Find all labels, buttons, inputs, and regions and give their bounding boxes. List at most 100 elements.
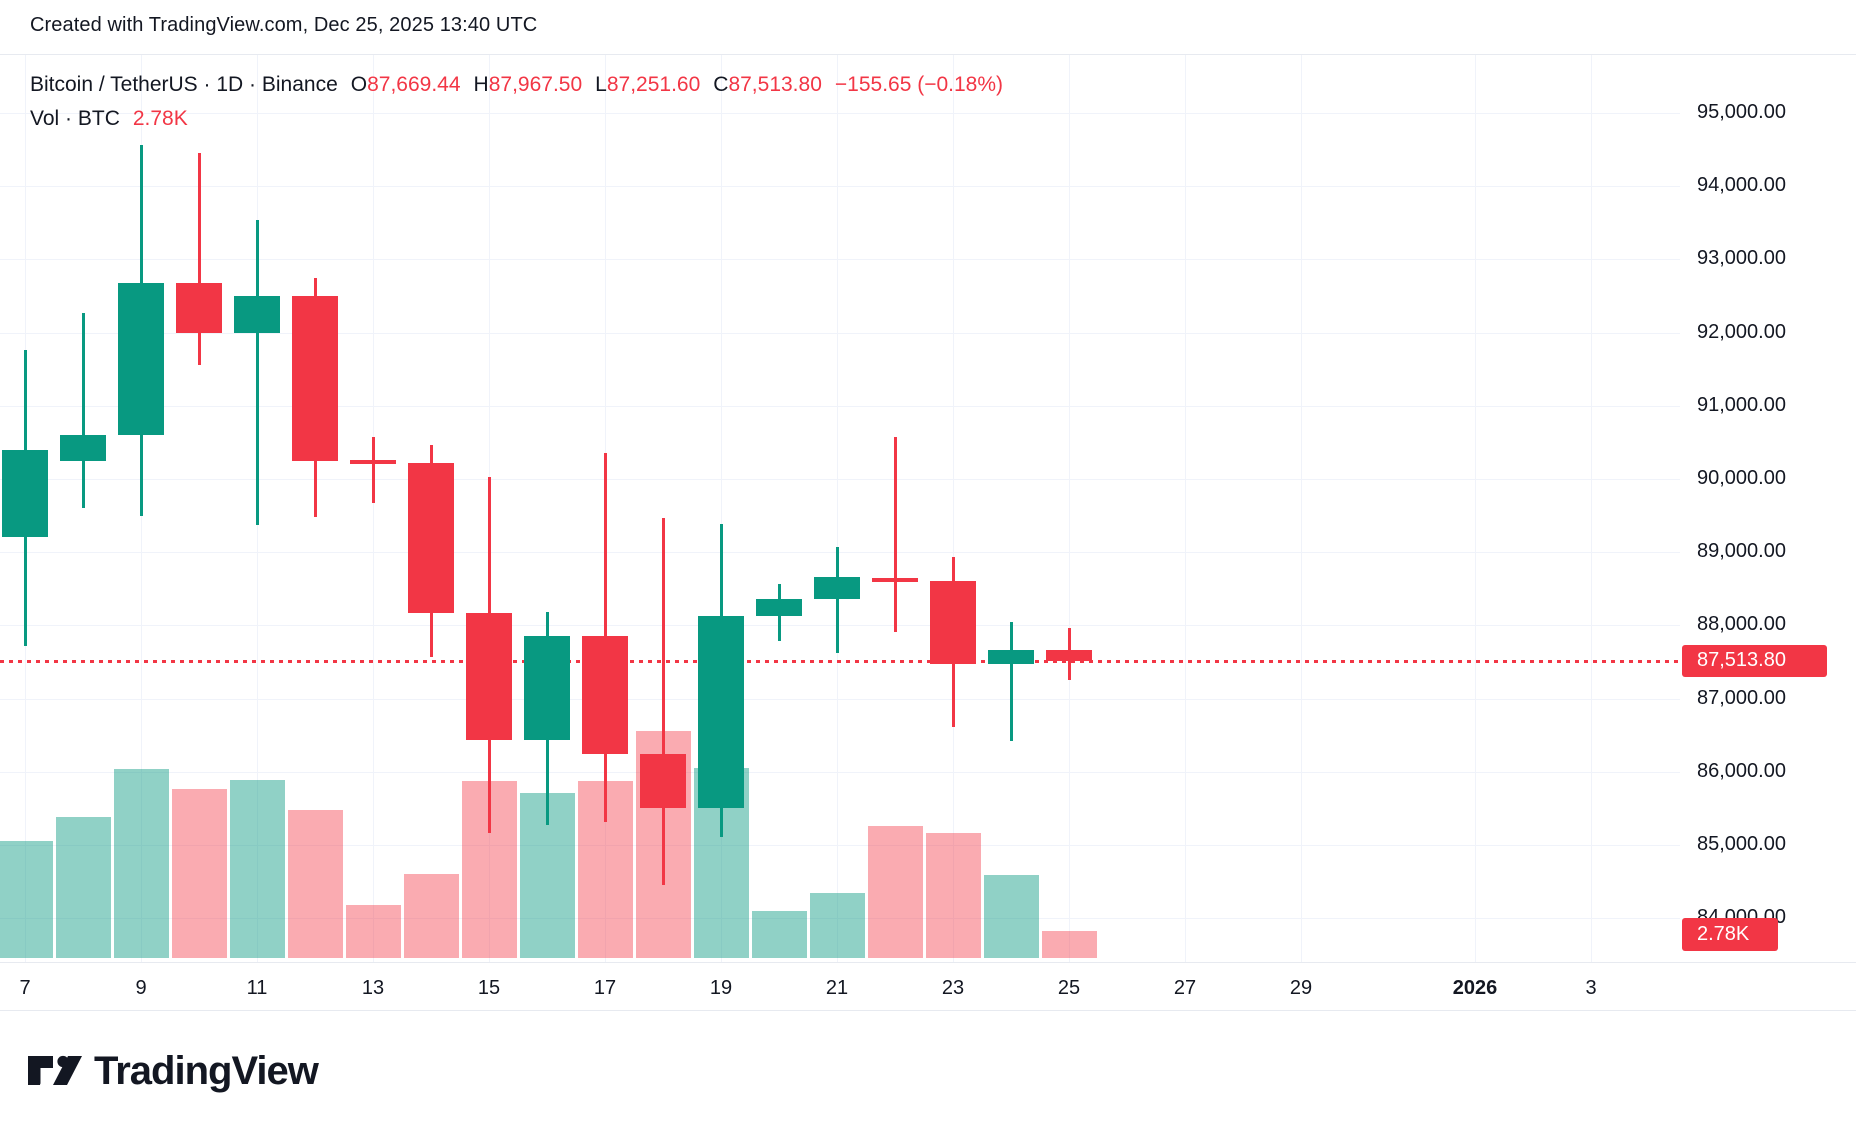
change-value: −155.65 (−0.18%)	[834, 73, 1004, 96]
volume-bar-dec-24[interactable]	[983, 875, 1039, 958]
volume-bar-dec-7[interactable]	[0, 841, 53, 958]
candle-dec-24[interactable]	[988, 650, 1034, 665]
ohlc-item-L: L87,251.60	[595, 73, 701, 96]
chart-bottom-border	[0, 1010, 1856, 1011]
time-axis-label-23: 23	[941, 977, 965, 999]
pane-separator	[0, 962, 1856, 963]
candle-dec-23[interactable]	[930, 580, 976, 665]
time-axis-label-27: 27	[1173, 977, 1197, 999]
candle-dec-21[interactable]	[814, 577, 860, 600]
candle-dec-25[interactable]	[1046, 649, 1092, 661]
ohlc-values: O87,669.44 H87,967.50 L87,251.60 C87,513.80	[351, 73, 822, 97]
candle-dec-9[interactable]	[118, 282, 164, 436]
tradingview-logo-icon	[28, 1055, 82, 1085]
horizontal-gridline	[0, 259, 1680, 261]
volume-study-value: 2.78K	[132, 107, 188, 130]
time-axis-label-13: 13	[361, 977, 385, 999]
chart-plot-area[interactable]	[0, 55, 1680, 962]
horizontal-gridline	[0, 113, 1680, 114]
horizontal-gridline	[0, 552, 1680, 554]
price-axis-label: 92,000.00	[1697, 320, 1786, 343]
candle-dec-14[interactable]	[408, 462, 454, 613]
price-axis-label: 88,000.00	[1697, 613, 1786, 636]
vertical-gridline	[837, 55, 838, 962]
horizontal-gridline	[0, 186, 1680, 188]
volume-bar-dec-23[interactable]	[925, 832, 981, 958]
volume-bar-dec-22[interactable]	[867, 825, 923, 958]
symbol-legend-row: Bitcoin / TetherUS · 1D · Binance O87,66…	[30, 73, 1003, 97]
candle-dec-18[interactable]	[640, 754, 686, 809]
horizontal-gridline	[0, 918, 1680, 920]
time-axis-label-11: 11	[246, 977, 268, 999]
price-axis-label: 89,000.00	[1697, 540, 1786, 563]
candle-dec-22[interactable]	[872, 577, 918, 582]
candle-dec-12[interactable]	[292, 296, 338, 461]
candle-dec-18-wick	[661, 517, 665, 886]
tradingview-logo[interactable]: TradingView	[28, 1049, 319, 1093]
horizontal-gridline	[0, 332, 1680, 334]
horizontal-gridline	[0, 405, 1680, 407]
volume-bar-dec-13[interactable]	[345, 904, 401, 958]
candle-dec-13[interactable]	[350, 459, 396, 464]
price-axis-label: 94,000.00	[1697, 174, 1786, 197]
price-axis-label: 90,000.00	[1697, 467, 1786, 489]
candle-dec-15[interactable]	[466, 612, 512, 741]
candle-dec-21-wick	[835, 547, 839, 654]
volume-bar-dec-20[interactable]	[751, 911, 807, 958]
price-axis-label: 93,000.00	[1697, 247, 1786, 270]
chart-top-border	[0, 54, 1856, 55]
time-axis-label-25: 25	[1057, 977, 1081, 999]
time-axis-label-19: 19	[709, 977, 733, 999]
candle-dec-19[interactable]	[698, 615, 744, 809]
vertical-gridline	[1185, 55, 1186, 962]
time-axis-label-21: 21	[825, 977, 849, 999]
candle-dec-8[interactable]	[60, 435, 106, 461]
candle-dec-7[interactable]	[2, 449, 48, 537]
candle-dec-8-wick	[81, 312, 85, 509]
horizontal-gridline	[0, 479, 1680, 480]
last-price-tag: 87,513.80	[1682, 644, 1827, 677]
volume-study-title: Vol · BTC	[30, 107, 120, 130]
time-axis-label-9: 9	[135, 977, 147, 999]
price-axis-label: 95,000.00	[1697, 101, 1786, 123]
candle-dec-20[interactable]	[756, 599, 802, 616]
candle-dec-17[interactable]	[582, 635, 628, 755]
volume-bar-dec-8[interactable]	[55, 817, 111, 958]
vertical-gridline	[1301, 55, 1302, 962]
volume-bar-dec-12[interactable]	[287, 810, 343, 958]
time-axis-label-2026: 2026	[1452, 977, 1498, 999]
candle-dec-11-wick	[255, 219, 259, 526]
volume-value-tag: 2.78K	[1682, 918, 1778, 951]
volume-bar-dec-10[interactable]	[171, 789, 227, 958]
horizontal-gridline	[0, 771, 1680, 773]
price-axis-label: 85,000.00	[1697, 833, 1786, 855]
time-axis-label-3: 3	[1585, 977, 1597, 999]
candle-dec-13-wick	[371, 437, 375, 504]
last-price-line	[0, 659, 1680, 663]
tradingview-logo-text: TradingView	[94, 1049, 319, 1093]
time-axis-label-17: 17	[593, 977, 617, 999]
vertical-gridline	[1069, 55, 1070, 962]
ohlc-item-H: H87,967.50	[473, 73, 583, 96]
price-axis-label: 86,000.00	[1697, 759, 1786, 782]
candle-dec-10[interactable]	[176, 282, 222, 334]
volume-legend-row: Vol · BTC 2.78K	[30, 107, 188, 131]
candle-dec-11[interactable]	[234, 296, 280, 334]
horizontal-gridline	[0, 698, 1680, 700]
vertical-gridline	[373, 55, 374, 962]
volume-bar-dec-9[interactable]	[113, 768, 169, 958]
candle-dec-24-wick	[1009, 621, 1013, 742]
volume-bar-dec-11[interactable]	[229, 780, 285, 958]
time-axis-label-7: 7	[19, 977, 31, 999]
volume-bar-dec-21[interactable]	[809, 892, 865, 958]
attribution-text: Created with TradingView.com, Dec 25, 20…	[30, 14, 538, 36]
vertical-gridline	[953, 55, 954, 962]
horizontal-gridline	[0, 625, 1680, 627]
volume-bar-dec-14[interactable]	[403, 873, 459, 958]
volume-bar-dec-25[interactable]	[1041, 931, 1097, 958]
price-axis-label: 91,000.00	[1697, 393, 1786, 416]
vertical-gridline	[721, 55, 722, 962]
symbol-title[interactable]: Bitcoin / TetherUS · 1D · Binance	[30, 73, 338, 96]
candle-dec-16[interactable]	[524, 635, 570, 741]
